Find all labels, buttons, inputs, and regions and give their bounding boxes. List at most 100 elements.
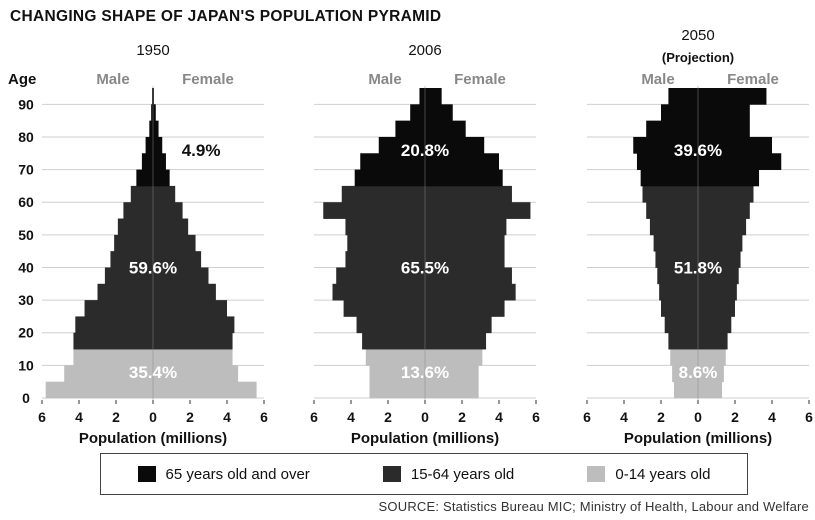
bar-female-age-85 <box>425 104 453 122</box>
x-tick-label: 6 <box>38 409 46 425</box>
y-tick-label: 20 <box>18 325 34 341</box>
bar-male-age-55 <box>646 202 698 219</box>
bar-male-age-5 <box>64 365 153 383</box>
bar-male-age-5 <box>672 365 698 383</box>
bar-male-age-30 <box>332 283 425 301</box>
x-tick-label: 4 <box>495 409 503 425</box>
bar-female-age-80 <box>698 120 750 138</box>
x-tick-label: 6 <box>310 409 318 425</box>
bar-female-age-35 <box>153 267 209 285</box>
bar-female-age-55 <box>425 202 531 219</box>
share-label-old: 39.6% <box>674 141 722 160</box>
bar-female-age-20 <box>153 316 235 334</box>
panel-title: 2006 <box>408 42 441 59</box>
bar-female-age-70 <box>698 153 782 170</box>
share-label-old: 20.8% <box>401 141 449 160</box>
x-tick-label: 6 <box>532 409 540 425</box>
source-note: SOURCE: Statistics Bureau MIC; Ministry … <box>378 499 809 514</box>
bar-male-age-65 <box>136 169 153 187</box>
bar-male-age-15 <box>73 332 153 350</box>
bar-male-age-40 <box>345 251 425 268</box>
bar-male-age-10 <box>73 349 153 366</box>
bar-female-age-60 <box>698 185 754 203</box>
share-label-old: 4.9% <box>182 141 221 160</box>
bar-male-age-45 <box>653 234 698 252</box>
x-tick-label: 2 <box>458 409 466 425</box>
x-tick-label: 4 <box>223 409 231 425</box>
bar-female-age-20 <box>425 316 492 334</box>
bar-female-age-35 <box>425 267 512 285</box>
bar-male-age-0 <box>673 381 698 399</box>
x-tick-label: 0 <box>694 409 702 425</box>
bar-male-age-75 <box>633 136 698 154</box>
bar-male-age-20 <box>75 316 153 334</box>
legend: 65 years old and over 15-64 years old 0-… <box>100 453 748 495</box>
bar-female-age-50 <box>425 218 507 236</box>
legend-item-working: 15-64 years old <box>382 465 515 483</box>
x-tick-label: 2 <box>186 409 194 425</box>
bar-female-age-5 <box>425 365 479 383</box>
bar-male-age-85 <box>410 104 425 122</box>
bar-female-age-65 <box>153 169 170 187</box>
bar-female-age-85 <box>698 104 750 122</box>
bar-female-age-50 <box>698 218 747 236</box>
y-tick-label: 0 <box>22 390 30 406</box>
age-axis-label: Age <box>8 71 36 88</box>
bar-male-age-65 <box>640 169 698 187</box>
bar-male-age-25 <box>661 300 698 317</box>
bar-female-age-10 <box>698 349 726 366</box>
bar-male-age-40 <box>110 251 153 268</box>
male-label: Male <box>368 71 401 88</box>
bar-male-age-55 <box>123 202 153 219</box>
bar-male-age-25 <box>84 300 153 317</box>
bar-female-age-40 <box>153 251 202 268</box>
legend-swatch-working <box>382 466 401 482</box>
bar-female-age-25 <box>153 300 227 317</box>
bar-female-age-55 <box>153 202 183 219</box>
bar-female-age-60 <box>153 185 176 203</box>
bar-female-age-70 <box>425 153 499 170</box>
x-tick-label: 6 <box>805 409 813 425</box>
bar-male-age-60 <box>341 185 425 203</box>
x-tick-label: 2 <box>657 409 665 425</box>
bar-female-age-10 <box>153 349 233 366</box>
bar-female-age-0 <box>698 381 723 399</box>
bar-male-age-50 <box>649 218 698 236</box>
y-tick-label: 10 <box>18 357 34 373</box>
x-tick-label: 2 <box>731 409 739 425</box>
x-tick-label: 6 <box>260 409 268 425</box>
bar-male-age-10 <box>670 349 698 366</box>
bar-female-age-15 <box>153 332 233 350</box>
bar-female-age-40 <box>425 251 505 268</box>
bar-female-age-75 <box>425 136 485 154</box>
y-tick-label: 30 <box>18 292 34 308</box>
x-tick-label: 0 <box>421 409 429 425</box>
bar-male-age-15 <box>362 332 425 350</box>
y-tick-label: 70 <box>18 162 34 178</box>
y-tick-label: 60 <box>18 194 34 210</box>
bar-male-age-90 <box>152 88 153 105</box>
female-label: Female <box>182 71 234 88</box>
share-label-young: 35.4% <box>129 363 177 382</box>
panel-subtitle: (Projection) <box>662 50 734 65</box>
bar-female-age-35 <box>698 267 739 285</box>
bar-male-age-90 <box>668 88 698 105</box>
legend-label-working: 15-64 years old <box>410 465 515 483</box>
bar-female-age-40 <box>698 251 741 268</box>
y-tick-label: 90 <box>18 96 34 112</box>
x-tick-label: 2 <box>112 409 120 425</box>
bar-female-age-5 <box>153 365 239 383</box>
bar-male-age-80 <box>395 120 425 138</box>
bar-female-age-45 <box>153 234 196 252</box>
bar-male-age-0 <box>45 381 154 399</box>
x-axis-label: Population (millions) <box>79 430 227 447</box>
bar-female-age-10 <box>425 349 483 366</box>
y-tick-label: 80 <box>18 129 34 145</box>
legend-label-young: 0-14 years old <box>615 465 711 483</box>
bar-female-age-90 <box>425 88 442 105</box>
x-axis-label: Population (millions) <box>351 430 499 447</box>
bar-male-age-35 <box>336 267 425 285</box>
panel-title: 1950 <box>136 42 169 59</box>
bar-female-age-55 <box>698 202 750 219</box>
